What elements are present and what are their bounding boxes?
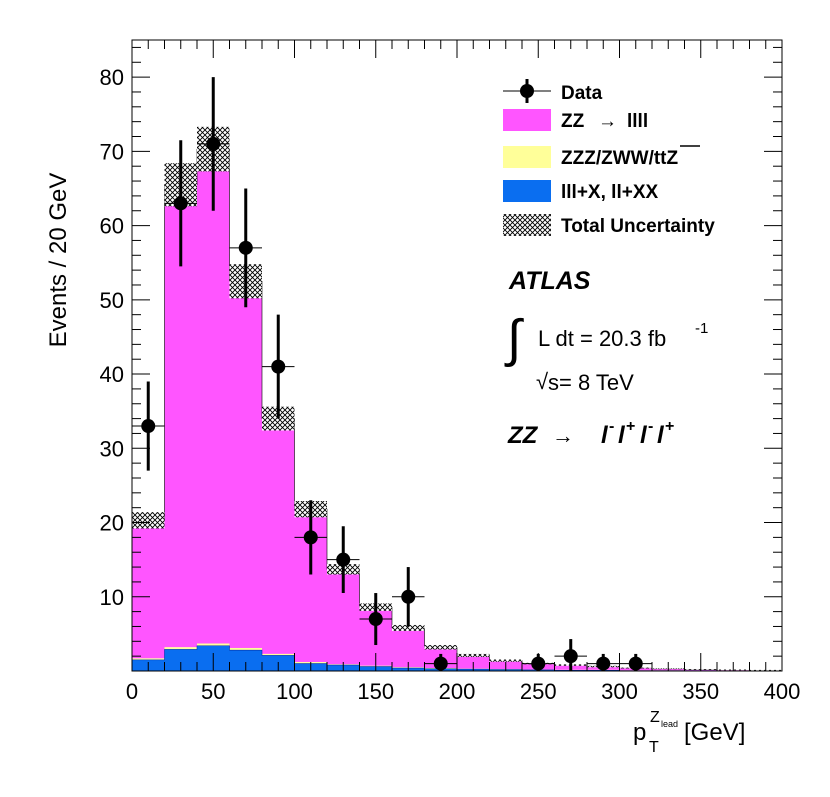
legend-signal-suffix: llll	[627, 111, 648, 132]
rare-bar	[197, 643, 230, 646]
uncertainty-band	[457, 653, 490, 657]
channel-lepton-1: l	[601, 422, 609, 449]
atlas-annotation: ATLAS ∫ L dt = 20.3 fb -1 √ s = 8 TeV ZZ…	[504, 267, 708, 449]
rare-bar	[262, 653, 295, 656]
tick-labels: 0 50 100 150 200 250 300 350 400 10 20 30 40 50 60 70 80	[100, 65, 801, 704]
x-tick-label: 250	[520, 679, 557, 704]
legend-background-swatch	[503, 180, 551, 202]
uncertainty-band	[132, 512, 165, 529]
signal-bar	[132, 520, 165, 659]
uncertainty-band	[424, 645, 457, 650]
signal-bar	[262, 418, 295, 654]
stacked-histogram	[131, 148, 783, 672]
luminosity-exponent: -1	[695, 320, 708, 337]
data-point	[173, 196, 188, 211]
energy-label: = 8 TeV	[559, 370, 634, 395]
legend-signal-prefix: ZZ	[561, 111, 585, 132]
legend-entry-background: lll+X, ll+XX	[503, 180, 658, 203]
channel-charge-2: +	[626, 418, 635, 435]
rare-bar	[164, 647, 197, 650]
channel-lepton-2: l	[618, 422, 626, 449]
y-tick-label: 40	[100, 362, 124, 387]
x-tick-label: 50	[201, 679, 225, 704]
y-tick-label: 20	[100, 511, 124, 536]
legend-entry-rare: ZZZ/ZWW/ttZ	[503, 145, 700, 169]
data-point	[238, 240, 253, 255]
y-tick-label: 50	[100, 288, 124, 313]
x-tick-label: 200	[439, 679, 476, 704]
legend-background-label: lll+X, ll+XX	[561, 182, 658, 203]
data-point	[336, 552, 351, 567]
legend-uncertainty-swatch	[503, 214, 551, 236]
x-tick-label: 400	[764, 679, 801, 704]
x-tick-label: 300	[601, 679, 638, 704]
channel-lepton-3: l	[640, 422, 648, 449]
channel-label: ZZ → l - l + l - l +	[507, 418, 674, 449]
channel-charge-3: -	[648, 418, 653, 435]
x-tick-label: 150	[357, 679, 394, 704]
experiment-label: ATLAS	[508, 267, 591, 295]
legend: Data ZZ → llll ZZZ/ZWW/ttZ lll+X, ll+XX …	[503, 79, 715, 237]
legend-uncertainty-label: Total Uncertainty	[561, 216, 715, 237]
uncertainty-band	[392, 624, 425, 631]
y-axis-label: Events / 20 GeV	[45, 173, 72, 348]
uncertainty-band	[489, 659, 522, 662]
legend-data-label: Data	[561, 83, 603, 104]
signal-bar	[197, 149, 230, 644]
legend-entry-data: Data	[503, 79, 603, 104]
x-axis-label-sub: T	[649, 739, 659, 756]
data-point	[303, 530, 318, 545]
channel-charge-1: -	[609, 418, 614, 435]
data-point	[401, 589, 416, 604]
axis-ticks	[131, 40, 783, 672]
data-point	[141, 419, 156, 434]
x-axis-label-main: p	[633, 719, 646, 746]
data-point	[271, 359, 286, 374]
data-point	[563, 649, 578, 664]
y-tick-label: 70	[100, 139, 124, 164]
data-point	[368, 612, 383, 627]
integral-sign: ∫	[504, 310, 524, 368]
y-tick-label: 30	[100, 436, 124, 461]
channel-lepton-4: l	[657, 422, 665, 449]
signal-bar	[392, 627, 425, 668]
x-tick-label: 350	[682, 679, 719, 704]
legend-entry-signal: ZZ → llll	[503, 109, 648, 132]
legend-signal-swatch	[503, 109, 551, 131]
x-axis-label: p T Z lead [GeV]	[633, 709, 745, 756]
x-axis-label-unit: [GeV]	[684, 719, 745, 746]
x-axis-label-sup-main: Z	[650, 709, 660, 726]
background-bar	[229, 650, 262, 671]
channel-charge-4: +	[665, 418, 674, 435]
x-tick-label: 0	[126, 679, 138, 704]
background-bar	[164, 649, 197, 671]
y-tick-label: 60	[100, 214, 124, 239]
rare-bar	[229, 647, 262, 651]
x-axis-label-sup-sub: lead	[661, 719, 678, 729]
signal-bar	[229, 281, 262, 648]
y-tick-label: 80	[100, 65, 124, 90]
legend-rare-label: ZZZ/ZWW/ttZ	[561, 148, 679, 169]
x-tick-label: 100	[276, 679, 313, 704]
channel-zz: ZZ	[507, 422, 539, 449]
channel-arrow: →	[552, 423, 574, 448]
legend-signal-arrow: →	[598, 111, 617, 132]
rare-bar	[132, 658, 165, 660]
data-point	[206, 136, 221, 151]
sqrt-sign: √	[536, 369, 549, 394]
legend-data-marker	[520, 84, 534, 98]
energy-s: s	[548, 370, 559, 395]
legend-rare-swatch	[503, 146, 551, 168]
legend-entry-uncertainty: Total Uncertainty	[503, 214, 715, 237]
y-tick-label: 10	[100, 585, 124, 610]
luminosity-label: L dt = 20.3 fb	[538, 326, 666, 351]
